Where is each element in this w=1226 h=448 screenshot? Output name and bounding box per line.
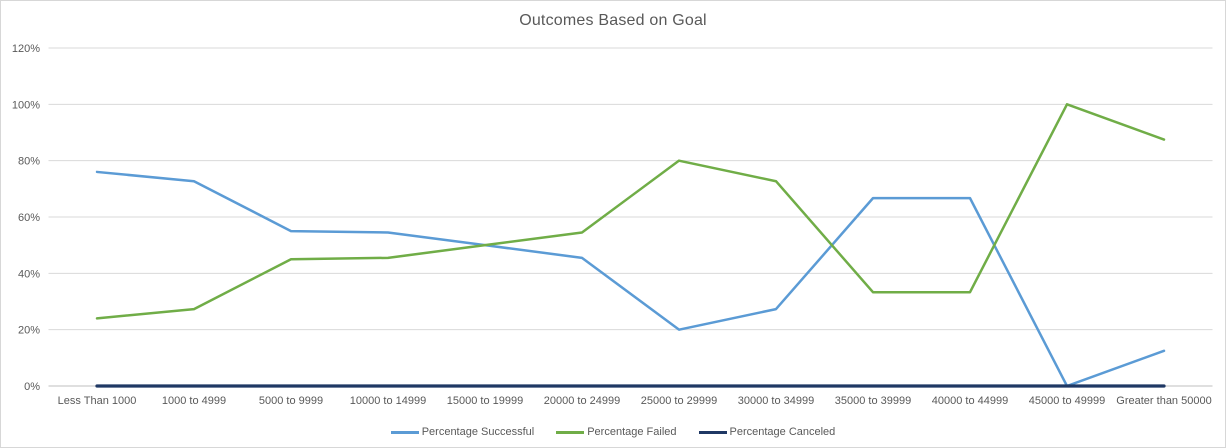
x-axis-tick-label: 1000 to 4999: [162, 395, 226, 407]
x-axis-tick-label: 45000 to 49999: [1029, 395, 1105, 407]
legend-line-swatch-successful: [390, 430, 419, 434]
x-axis-tick-label: 15000 to 19999: [447, 395, 523, 407]
y-axis-tick-label: 80%: [18, 156, 40, 168]
chart-legend: Percentage Successful Percentage Failed …: [1, 426, 1225, 438]
legend-line-swatch-canceled: [698, 430, 727, 434]
series-line-percentage-successful: [95, 170, 1166, 388]
legend-label-successful: Percentage Successful: [421, 426, 535, 438]
y-axis-tick-label: 60%: [18, 212, 40, 224]
series-line-percentage-failed: [95, 103, 1166, 320]
legend-item-percentage-successful: Percentage Successful: [390, 426, 535, 438]
x-axis-tick-label: 40000 to 44999: [932, 395, 1008, 407]
x-axis-tick-label: 35000 to 39999: [835, 395, 911, 407]
x-axis-tick-label: 5000 to 9999: [259, 395, 323, 407]
y-axis-tick-label: 40%: [18, 268, 40, 280]
chart-title: Outcomes Based on Goal: [519, 12, 707, 29]
y-axis-tick-label: 120%: [12, 43, 40, 55]
legend-item-percentage-failed: Percentage Failed: [556, 426, 677, 438]
x-axis-tick-label: Less Than 1000: [58, 395, 137, 407]
y-axis-tick-label: 100%: [12, 99, 40, 111]
y-axis-tick-label: 20%: [18, 325, 40, 337]
legend-line-swatch-failed: [556, 430, 585, 434]
x-axis-tick-label: Greater than 50000: [1116, 395, 1211, 407]
x-axis-tick-label: 10000 to 14999: [350, 395, 426, 407]
y-axis-tick-label: 0%: [24, 381, 40, 393]
legend-item-percentage-canceled: Percentage Canceled: [698, 426, 836, 438]
x-axis-tick-label: 25000 to 29999: [641, 395, 717, 407]
x-axis-tick-label: 30000 to 34999: [738, 395, 814, 407]
legend-label-canceled: Percentage Canceled: [729, 426, 836, 438]
x-axis-tick-label: 20000 to 24999: [544, 395, 620, 407]
legend-label-failed: Percentage Failed: [587, 426, 677, 438]
